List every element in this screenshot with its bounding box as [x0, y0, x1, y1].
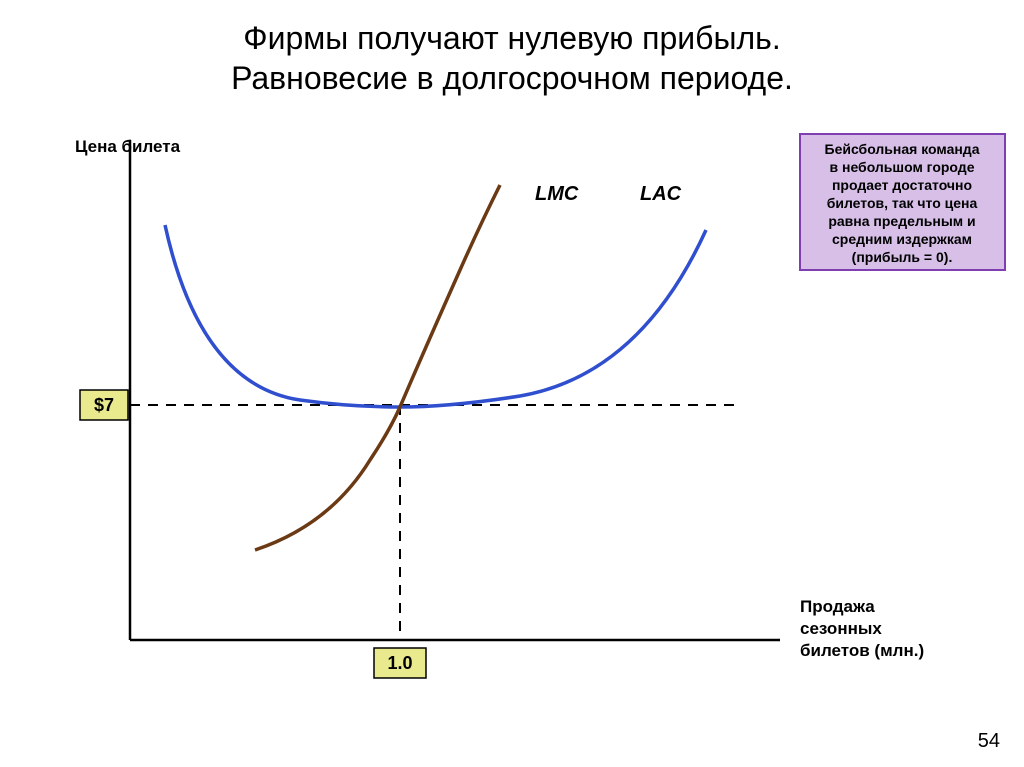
info-line-0: Бейсбольная команда — [825, 141, 980, 157]
lmc-label: LMC — [535, 183, 579, 205]
info-line-4: равна предельным и — [828, 213, 975, 229]
y-axis-label: Цена билета — [75, 137, 181, 156]
info-line-1: в небольшом городе — [830, 159, 975, 175]
chart-title: Фирмы получают нулевую прибыль. Равновес… — [0, 0, 1024, 98]
x-axis-label-3: билетов (млн.) — [800, 641, 924, 660]
chart-area: Цена билета Продажа сезонных билетов (мл… — [0, 130, 1024, 730]
lmc-curve — [255, 185, 500, 550]
x-axis-label-2: сезонных — [800, 619, 882, 638]
info-line-2: продает достаточно — [832, 177, 972, 193]
info-line-6: (прибыль = 0). — [852, 249, 953, 265]
price-value: $7 — [94, 395, 114, 415]
title-line2: Равновесие в долгосрочном периоде. — [231, 60, 793, 96]
quantity-value: 1.0 — [387, 653, 412, 673]
info-line-3: билетов, так что цена — [827, 195, 978, 211]
page-number: 54 — [978, 730, 1000, 753]
lac-label: LAC — [640, 183, 682, 205]
title-line1: Фирмы получают нулевую прибыль. — [243, 20, 780, 56]
lac-curve — [165, 225, 706, 407]
info-line-5: средним издержкам — [832, 231, 972, 247]
x-axis-label-1: Продажа — [800, 597, 875, 616]
